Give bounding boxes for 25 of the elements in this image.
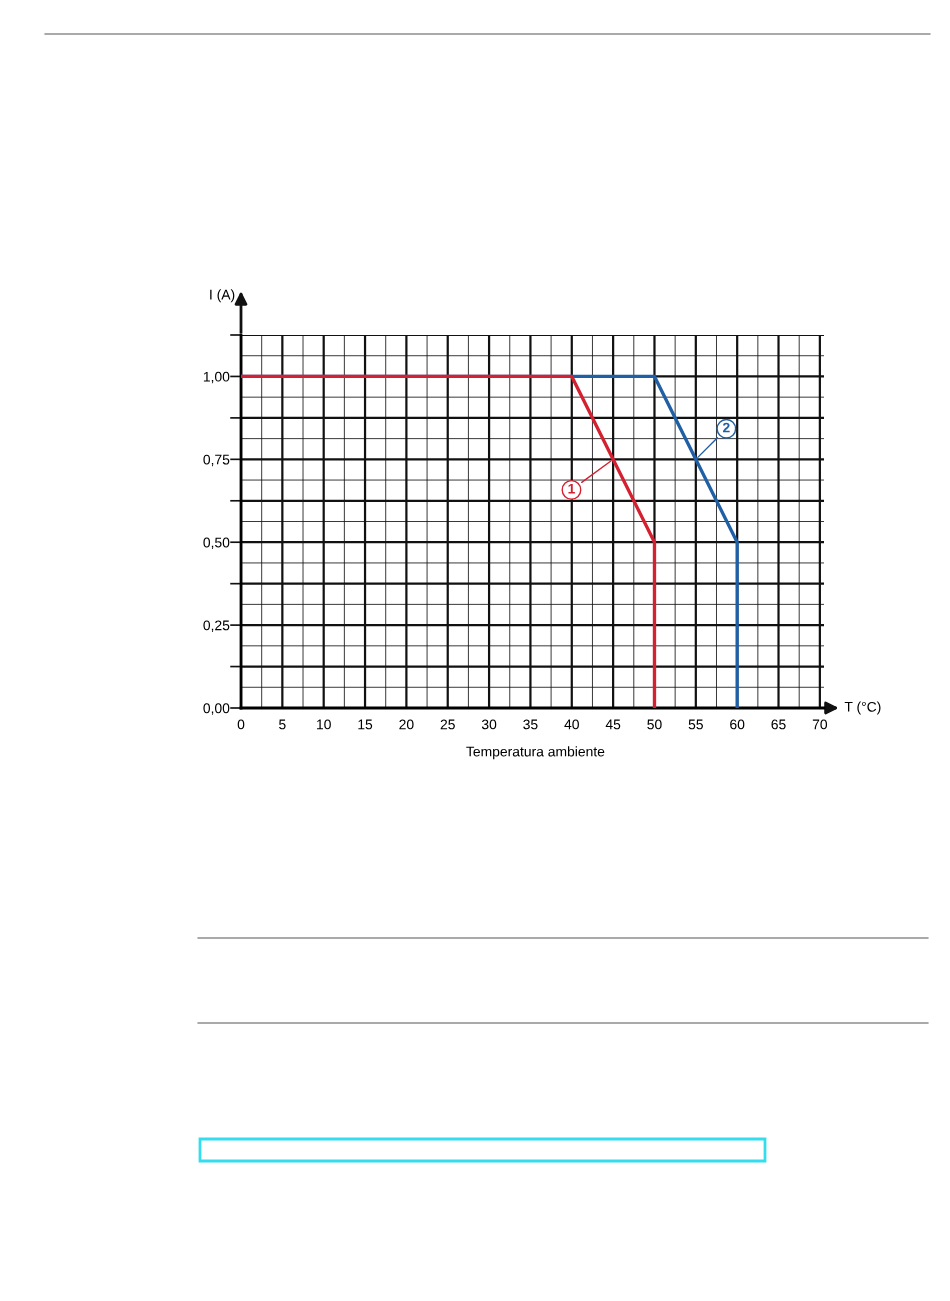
text: 2: [723, 422, 730, 433]
y-tick-label: 0,75: [203, 454, 230, 467]
y-tick-label: 0,25: [203, 620, 230, 632]
x-axis-title: T (°C): [844, 701, 881, 715]
x-tick-label: 0: [237, 719, 245, 730]
x-tick-label: 20: [399, 719, 414, 730]
y-tick-label: 0,50: [203, 537, 230, 550]
text: Temperatura ambiente: [466, 746, 605, 760]
x-tick-label: 60: [730, 719, 745, 730]
text: 1: [568, 483, 575, 494]
x-tick-label: 35: [523, 719, 538, 730]
x-tick-label: 50: [647, 719, 662, 730]
x-tick-label: 5: [279, 719, 286, 730]
x-tick-label: 15: [358, 719, 373, 730]
x-tick-label: 45: [605, 719, 621, 730]
y-axis-title: I (A): [210, 289, 235, 303]
x-tick-label: 25: [440, 719, 455, 730]
x-tick-label: 10: [317, 719, 331, 730]
x-tick-label: 65: [771, 719, 786, 730]
y-tick-label: 0,00: [203, 703, 230, 715]
x-tick-label: 70: [812, 719, 828, 730]
x-tick-label: 40: [564, 719, 579, 730]
x-tick-label: 55: [688, 719, 703, 730]
y-tick-label: 1,00: [203, 371, 230, 384]
x-tick-label: 30: [481, 719, 497, 730]
